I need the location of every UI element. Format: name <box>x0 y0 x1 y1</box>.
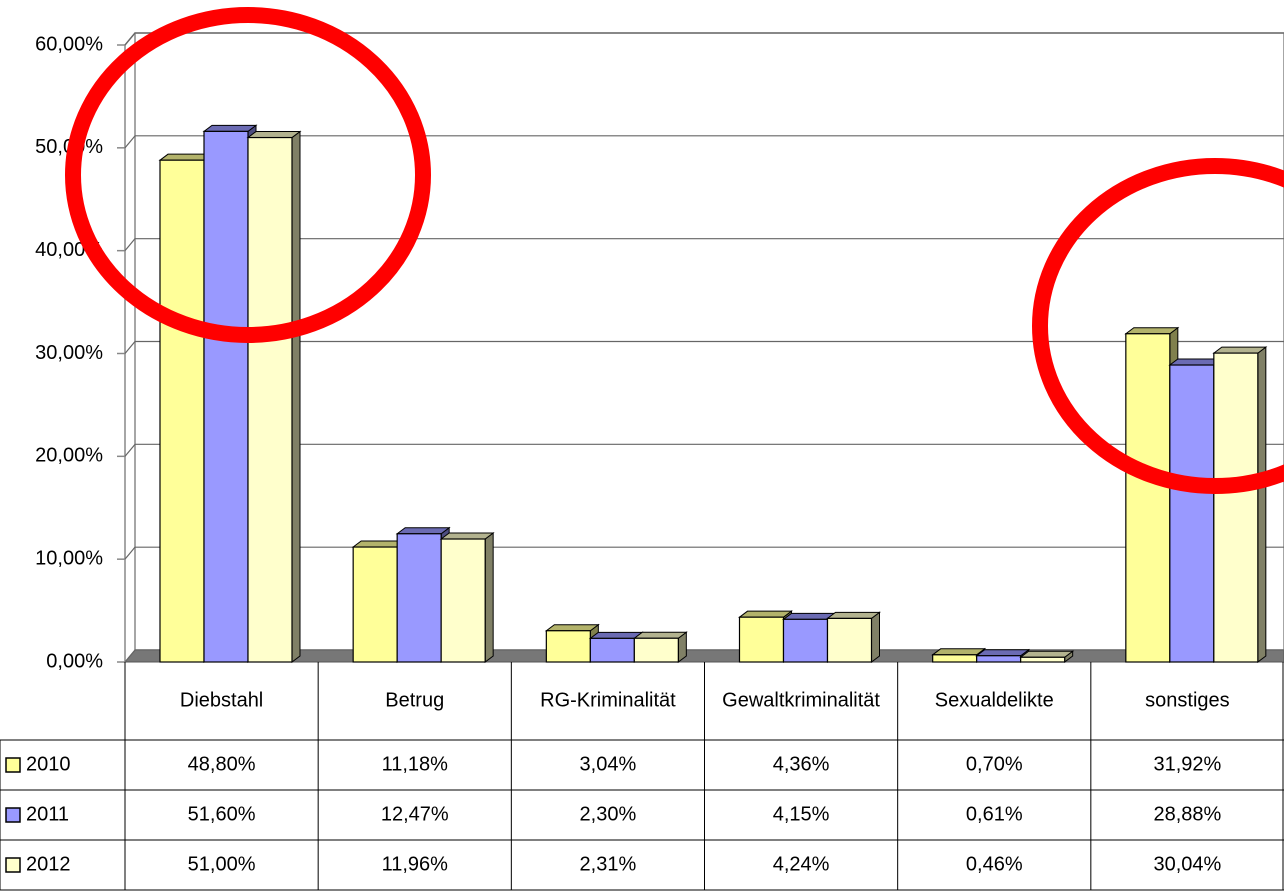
y-tick-label: 10,00% <box>35 547 103 569</box>
y-tick-label: 60,00% <box>35 33 103 55</box>
grid-line <box>124 135 136 149</box>
bar-top <box>1124 327 1180 335</box>
legend-label: 2011 <box>26 803 69 825</box>
value-label: 2,30% <box>580 803 637 825</box>
bar-side <box>291 130 301 663</box>
y-tick-label: 30,00% <box>35 342 103 364</box>
value-label: 31,92% <box>1153 753 1221 775</box>
legend-label: 2010 <box>26 753 71 775</box>
y-tick-label: 0,00% <box>46 650 103 672</box>
bar <box>1213 352 1259 663</box>
highlight-circle <box>65 7 431 343</box>
bar <box>782 618 829 663</box>
bar <box>932 654 978 663</box>
legend-key <box>5 857 21 873</box>
value-label: 51,00% <box>188 853 256 875</box>
bar <box>1020 656 1066 663</box>
value-label: 3,04% <box>580 753 637 775</box>
bar <box>396 533 442 663</box>
value-label: 0,61% <box>966 803 1023 825</box>
bar-top <box>931 648 987 656</box>
grid-line <box>124 32 136 46</box>
bar-top <box>1019 650 1075 658</box>
bar-side <box>484 532 494 663</box>
bar-side <box>1257 346 1267 663</box>
bar <box>1169 364 1215 663</box>
legend-key <box>5 807 21 823</box>
bar-top <box>1212 346 1268 354</box>
legend-key <box>5 757 21 773</box>
category-label: Sexualdelikte <box>935 689 1054 711</box>
category-label: Diebstahl <box>180 689 263 711</box>
bar-top <box>738 610 793 618</box>
category-label: Gewaltkriminalität <box>722 689 880 711</box>
bar <box>633 637 679 663</box>
value-label: 11,96% <box>382 853 449 875</box>
value-label: 4,15% <box>773 803 830 825</box>
bar <box>352 546 398 663</box>
bar-top <box>246 131 302 139</box>
value-label: 28,88% <box>1153 803 1221 825</box>
bar-top <box>395 527 451 535</box>
grid-line <box>124 341 136 354</box>
bar-side <box>871 611 880 663</box>
bar <box>203 130 249 663</box>
marks <box>158 124 1268 664</box>
value-label: 30,04% <box>1153 853 1221 875</box>
legend-label: 2012 <box>26 853 71 875</box>
bar-top <box>632 631 688 639</box>
bar-top <box>544 624 600 632</box>
grid-line <box>124 649 136 663</box>
bar <box>826 617 873 663</box>
annotations <box>65 7 1284 494</box>
category-label: sonstiges <box>1145 689 1230 711</box>
bar <box>1125 333 1171 663</box>
value-label: 12,47% <box>381 803 449 825</box>
category-label: Betrug <box>385 689 444 711</box>
bar <box>545 630 591 663</box>
bar <box>159 159 205 663</box>
grid-line <box>124 443 136 457</box>
data-table: Diebstahl Betrug RG-Kriminalität Gewaltkrim… <box>0 662 1284 891</box>
bar <box>589 637 635 663</box>
value-label: 0,46% <box>966 853 1023 875</box>
y-tick-label: 20,00% <box>35 445 103 467</box>
bar-top <box>975 649 1031 657</box>
bar <box>440 538 486 663</box>
value-label: 11,18% <box>382 753 449 775</box>
grid-line <box>124 546 136 560</box>
value-label: 48,80% <box>188 753 256 775</box>
grid-line <box>124 238 136 252</box>
bar <box>247 136 293 663</box>
bar-top <box>588 631 644 639</box>
value-label: 0,70% <box>966 753 1023 775</box>
value-label: 4,24% <box>773 853 830 875</box>
category-label: RG-Kriminalität <box>540 689 676 711</box>
value-label: 4,36% <box>773 753 830 775</box>
bar-top <box>826 611 881 619</box>
bar-top <box>202 124 258 132</box>
value-label: 2,31% <box>580 853 637 875</box>
bar <box>738 616 785 663</box>
highlight-circle <box>1032 158 1284 494</box>
bar-top <box>439 532 495 540</box>
bar <box>976 655 1022 663</box>
value-label: 51,60% <box>188 803 256 825</box>
